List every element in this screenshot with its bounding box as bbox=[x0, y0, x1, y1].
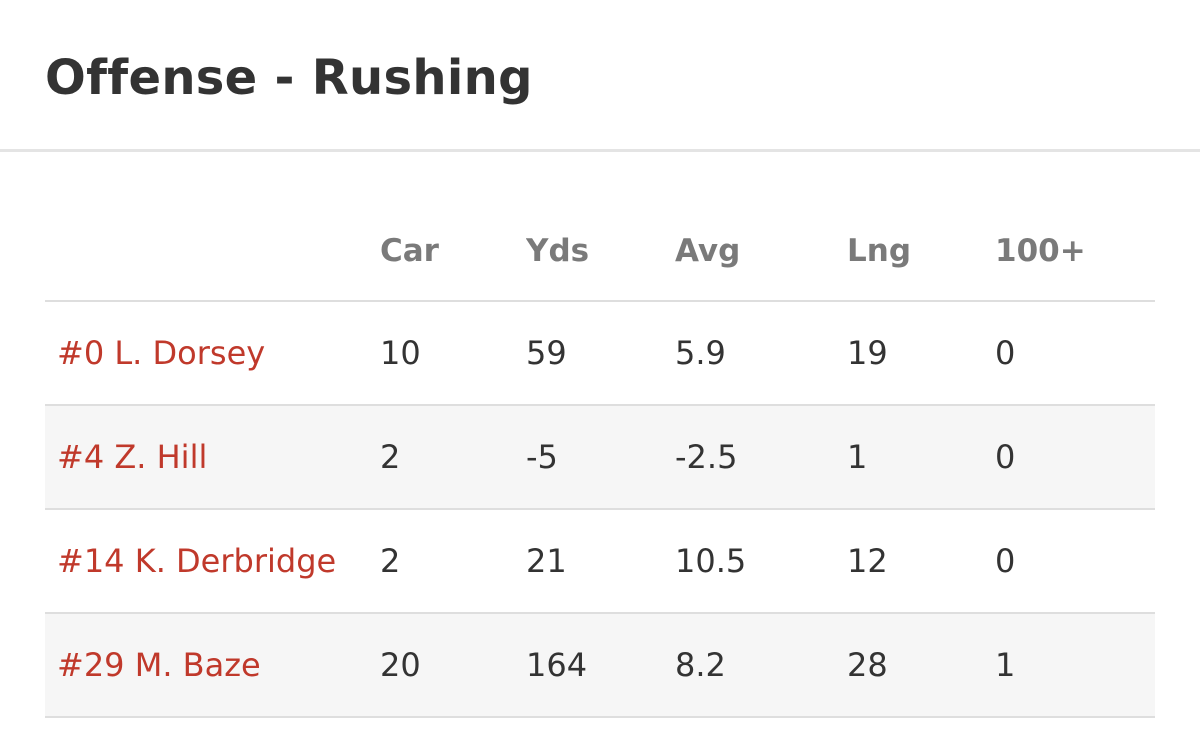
table-header: Car Yds Avg Lng 100+ bbox=[45, 202, 1155, 302]
column-header-yds: Yds bbox=[526, 202, 675, 302]
player-link[interactable]: #4 Z. Hill bbox=[45, 405, 380, 510]
average-cell: 5.9 bbox=[675, 301, 847, 406]
yards-cell: 164 bbox=[526, 613, 675, 718]
rushing-stats-table: Car Yds Avg Lng 100+ #0 L. Dorsey 10 59 … bbox=[45, 202, 1155, 718]
table-header-row: Car Yds Avg Lng 100+ bbox=[45, 202, 1155, 302]
table-row: #29 M. Baze 20 164 8.2 28 1 bbox=[45, 613, 1155, 718]
column-header-100-plus: 100+ bbox=[995, 202, 1155, 302]
table-row: #14 K. Derbridge 2 21 10.5 12 0 bbox=[45, 509, 1155, 614]
long-cell: 1 bbox=[847, 405, 995, 510]
carries-cell: 10 bbox=[380, 301, 526, 406]
column-header-avg: Avg bbox=[675, 202, 847, 302]
column-header-lng: Lng bbox=[847, 202, 995, 302]
yards-cell: 59 bbox=[526, 301, 675, 406]
hundred-plus-cell: 0 bbox=[995, 509, 1155, 614]
table-body: #0 L. Dorsey 10 59 5.9 19 0 #4 Z. Hill 2… bbox=[45, 301, 1155, 718]
average-cell: 10.5 bbox=[675, 509, 847, 614]
column-header-player bbox=[45, 202, 380, 302]
yards-cell: -5 bbox=[526, 405, 675, 510]
table-row: #0 L. Dorsey 10 59 5.9 19 0 bbox=[45, 301, 1155, 406]
page-title: Offense - Rushing bbox=[45, 50, 533, 106]
yards-cell: 21 bbox=[526, 509, 675, 614]
long-cell: 19 bbox=[847, 301, 995, 406]
column-header-car: Car bbox=[380, 202, 526, 302]
player-link[interactable]: #14 K. Derbridge bbox=[45, 509, 380, 614]
hundred-plus-cell: 0 bbox=[995, 405, 1155, 510]
table-row: #4 Z. Hill 2 -5 -2.5 1 0 bbox=[45, 405, 1155, 510]
player-link[interactable]: #0 L. Dorsey bbox=[45, 301, 380, 406]
long-cell: 28 bbox=[847, 613, 995, 718]
section-header: Offense - Rushing bbox=[0, 0, 1200, 152]
hundred-plus-cell: 1 bbox=[995, 613, 1155, 718]
average-cell: 8.2 bbox=[675, 613, 847, 718]
long-cell: 12 bbox=[847, 509, 995, 614]
carries-cell: 20 bbox=[380, 613, 526, 718]
average-cell: -2.5 bbox=[675, 405, 847, 510]
carries-cell: 2 bbox=[380, 405, 526, 510]
hundred-plus-cell: 0 bbox=[995, 301, 1155, 406]
player-link[interactable]: #29 M. Baze bbox=[45, 613, 380, 718]
carries-cell: 2 bbox=[380, 509, 526, 614]
